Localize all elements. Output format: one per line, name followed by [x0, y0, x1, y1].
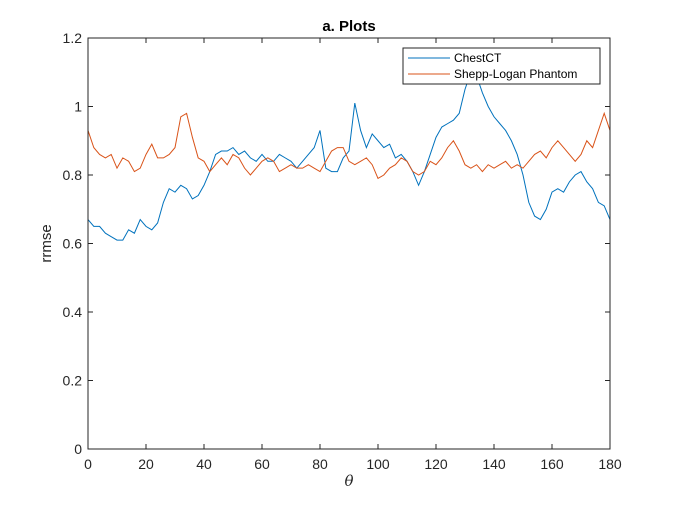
y-tick-label: 0.6: [63, 236, 83, 252]
x-tick-label: 20: [138, 456, 154, 472]
chart-title: a. Plots: [322, 18, 375, 35]
x-tick-label: 40: [196, 456, 212, 472]
legend-label-chestct: ChestCT: [454, 51, 502, 65]
series-line-1: [87, 111, 611, 180]
plot-area: [88, 38, 610, 449]
y-tick-label: 1.2: [63, 30, 83, 46]
x-axis-label: θ: [344, 472, 353, 490]
y-tick-label: 0.2: [63, 373, 83, 389]
legend-box: [402, 47, 601, 85]
x-tick-label: 120: [424, 456, 448, 472]
x-tick-label: 140: [482, 456, 506, 472]
y-tick-label: 0: [74, 441, 82, 457]
y-axis-label: rrmse: [38, 224, 55, 262]
legend: ChestCT Shepp-Logan Phantom: [402, 47, 601, 85]
x-tick-label: 80: [312, 456, 328, 472]
tick-layer: 0 20 40 60 80 100 120 140 160 180 0 0.2 0.4 0.6 0.8 1 1.…: [63, 30, 622, 472]
x-tick-label: 180: [598, 456, 622, 472]
legend-label-shepp-logan: Shepp-Logan Phantom: [454, 67, 577, 81]
x-tick-label: 60: [254, 456, 270, 472]
series-line-0: [87, 71, 611, 241]
y-tick-label: 0.4: [63, 304, 83, 320]
x-tick-label: 100: [366, 456, 390, 472]
x-tick-label: 160: [540, 456, 564, 472]
y-tick-label: 1: [74, 99, 82, 115]
x-tick-label: 0: [84, 456, 92, 472]
y-tick-label: 0.8: [63, 167, 83, 183]
